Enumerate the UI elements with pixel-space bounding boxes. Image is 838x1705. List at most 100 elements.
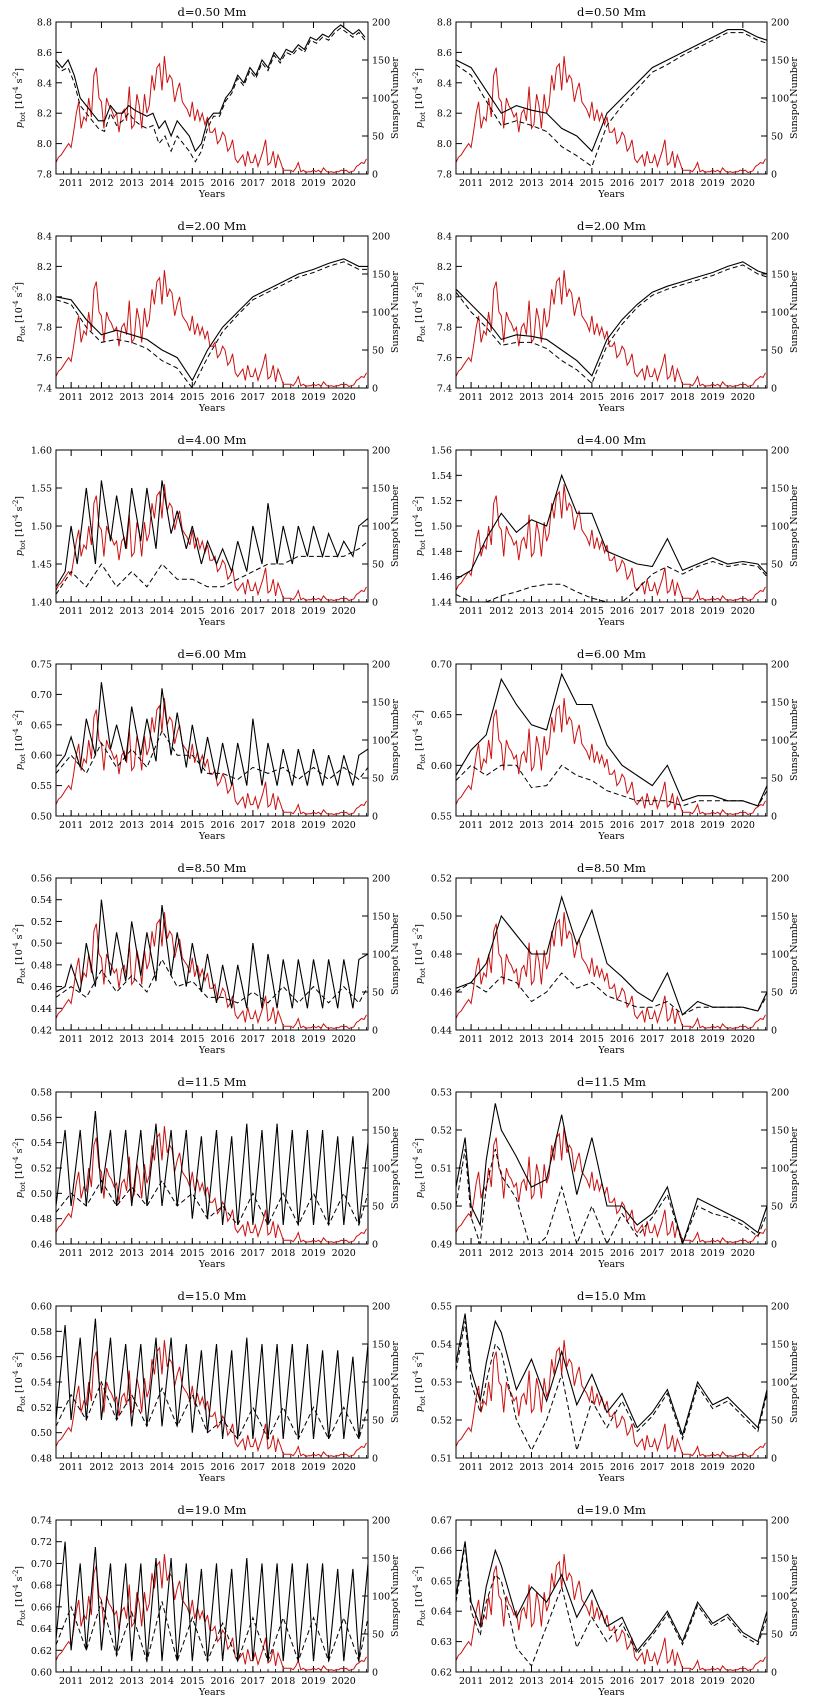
plot-frame xyxy=(455,663,768,817)
solid-series-line xyxy=(56,1110,368,1226)
plot-frame xyxy=(55,449,369,603)
x-tick-label: 2011 xyxy=(459,1462,483,1473)
y-axis-label-part: p xyxy=(14,978,25,984)
y-tick-label: 0.42 xyxy=(31,1026,52,1037)
y-tick-label: 0.55 xyxy=(31,781,52,792)
y-axis-label-part: -4 xyxy=(412,86,420,93)
y-axis-label-part: -4 xyxy=(412,728,420,735)
y-axis-label: ptot [10-4 s-2] xyxy=(12,282,27,342)
y-axis-label-part: ] xyxy=(14,68,25,72)
x-tick-label: 2012 xyxy=(489,1676,513,1687)
x-axis-label: Years xyxy=(198,403,225,414)
y-axis-label-part: [10 xyxy=(14,1163,25,1182)
y2-tick-label: 0 xyxy=(771,1454,777,1465)
y-tick-label: 8.2 xyxy=(37,109,52,120)
y-axis-label-part: tot xyxy=(419,540,427,550)
y-tick-label: 0.52 xyxy=(31,1164,52,1175)
y2-tick-label: 150 xyxy=(771,484,789,495)
y-axis-label-part: ] xyxy=(414,710,425,714)
x-tick-label: 2014 xyxy=(550,392,574,403)
y-axis-label-part: p xyxy=(414,550,425,556)
panel-title: d=4.00 Mm xyxy=(178,433,247,447)
y-tick-label: 0.50 xyxy=(31,939,52,950)
x-tick-label: 2016 xyxy=(610,1462,634,1473)
chart-panel: d=8.50 Mm 2011 2012 2013 2014 2015 2016 2017 201… xyxy=(12,861,401,1056)
x-tick-label: 2012 xyxy=(489,1034,513,1045)
y-axis-label: ptot [10-4 s-2] xyxy=(412,496,427,556)
y-axis-label: ptot [10-4 s-2] xyxy=(12,1352,27,1412)
y-axis-label-part: [10 xyxy=(14,735,25,754)
y-axis-label-part: p xyxy=(414,1192,425,1198)
y2-tick-label: 200 xyxy=(771,874,789,885)
y-axis-label-part: [10 xyxy=(414,1163,425,1182)
x-tick-label: 2016 xyxy=(211,1034,235,1045)
panel-title: d=15.0 Mm xyxy=(178,1289,247,1303)
chart-panel: d=11.5 Mm 2011 2012 2013 2014 2015 2016 2017 201… xyxy=(12,1075,401,1270)
y2-tick-label: 50 xyxy=(372,560,384,571)
x-tick-label: 2018 xyxy=(670,1034,694,1045)
y-axis-label-part: tot xyxy=(19,112,27,122)
x-tick-label: 2019 xyxy=(301,178,325,189)
y2-tick-label: 100 xyxy=(372,950,390,961)
y-axis-label-part: p xyxy=(414,1406,425,1412)
y2-tick-label: 150 xyxy=(372,56,390,67)
chart-panel: d=2.00 Mm 2011 2012 2013 2014 2015 2016 2017 201… xyxy=(412,219,800,414)
y2-tick-label: 0 xyxy=(372,1026,378,1037)
x-axis-label: Years xyxy=(597,1473,624,1484)
y2-tick-label: 0 xyxy=(771,170,777,181)
x-tick-label: 2020 xyxy=(731,178,755,189)
y-tick-label: 0.62 xyxy=(431,1668,452,1679)
y2-tick-label: 200 xyxy=(372,1302,390,1313)
y-axis-label-part: -2 xyxy=(412,714,420,721)
x-axis-label: Years xyxy=(597,1259,624,1270)
y-axis-label-part: [10 xyxy=(414,1377,425,1396)
chart-panel: d=15.0 Mm 2011 2012 2013 2014 2015 2016 2017 201… xyxy=(412,1289,800,1484)
y-axis-label-part: -4 xyxy=(12,942,20,949)
chart-panel: d=4.00 Mm 2011 2012 2013 2014 2015 2016 2017 201… xyxy=(412,433,800,628)
dashed-series-line xyxy=(56,1380,368,1441)
y-axis-label-part: -2 xyxy=(12,928,20,935)
y-axis-label-part: ] xyxy=(14,924,25,928)
y2-tick-label: 0 xyxy=(771,1026,777,1037)
x-tick-label: 2015 xyxy=(580,1034,604,1045)
solid-series-line xyxy=(456,895,767,1016)
solid-series-line xyxy=(56,1541,368,1662)
x-tick-label: 2018 xyxy=(670,606,694,617)
y-axis-label-part: -2 xyxy=(12,1356,20,1363)
x-tick-label: 2018 xyxy=(271,392,295,403)
x-tick-label: 2016 xyxy=(610,1248,634,1259)
plot-frame xyxy=(55,877,369,1031)
y-tick-label: 0.46 xyxy=(31,1240,52,1251)
y2-tick-label: 200 xyxy=(771,660,789,671)
y-axis-label-part: ] xyxy=(14,1138,25,1142)
y-tick-label: 1.54 xyxy=(431,471,452,482)
x-tick-label: 2017 xyxy=(241,606,265,617)
x-tick-label: 2013 xyxy=(519,1034,543,1045)
y-tick-label: 8.4 xyxy=(437,78,452,89)
dashed-series-line xyxy=(56,261,368,388)
x-tick-label: 2016 xyxy=(211,820,235,831)
x-tick-label: 2012 xyxy=(89,392,113,403)
y-tick-label: 0.52 xyxy=(31,1403,52,1414)
panel-title: d=6.00 Mm xyxy=(577,647,646,661)
x-axis-label: Years xyxy=(597,189,624,200)
x-tick-label: 2013 xyxy=(519,1462,543,1473)
y2-tick-label: 200 xyxy=(771,18,789,29)
x-tick-label: 2019 xyxy=(301,1248,325,1259)
y-axis-label-part: tot xyxy=(19,754,27,764)
y-axis-label: ptot [10-4 s-2] xyxy=(12,1566,27,1626)
y2-tick-label: 50 xyxy=(372,774,384,785)
x-tick-label: 2020 xyxy=(332,178,356,189)
y2-tick-label: 50 xyxy=(771,560,783,571)
y2-tick-label: 150 xyxy=(372,912,390,923)
y-tick-label: 0.51 xyxy=(431,1454,452,1465)
y-axis-label: ptot [10-4 s-2] xyxy=(412,1138,427,1198)
chart-panel: d=19.0 Mm 2011 2012 2013 2014 2015 2016 2017 201… xyxy=(412,1503,800,1698)
y2-tick-label: 100 xyxy=(372,308,390,319)
y-axis-label-part: tot xyxy=(419,1182,427,1192)
x-tick-label: 2014 xyxy=(150,1676,174,1687)
y-tick-label: 8.2 xyxy=(437,262,452,273)
y-axis-label-part: tot xyxy=(419,1396,427,1406)
x-tick-label: 2011 xyxy=(459,1676,483,1687)
dashed-series-line xyxy=(56,1179,368,1227)
